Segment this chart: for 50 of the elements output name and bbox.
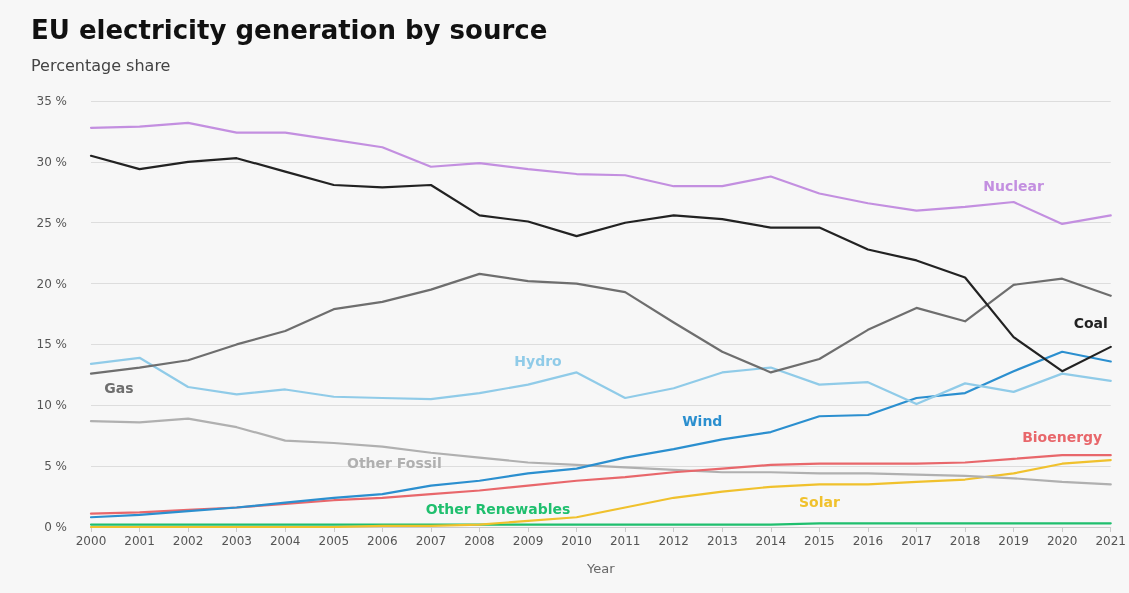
series-label: Wind <box>682 413 723 430</box>
x-tick-label: 2001 <box>124 534 155 548</box>
x-tick-label: 2015 <box>804 534 835 548</box>
series-label: Other Renewables <box>425 500 571 517</box>
line-series <box>89 350 1112 519</box>
chart-title: EU electricity generation by source <box>31 15 548 45</box>
y-tick-label: 30 % <box>36 154 67 169</box>
x-tick-label: 2021 <box>1095 534 1126 548</box>
x-tick-label: 2013 <box>706 534 738 548</box>
series-label: Nuclear <box>983 178 1045 195</box>
x-tick-label: 2018 <box>949 534 981 548</box>
x-tick-label: 2020 <box>1046 534 1078 548</box>
x-tick-label: 2012 <box>658 534 689 548</box>
chart-subtitle: Percentage share <box>31 55 171 75</box>
line-series <box>89 356 1112 406</box>
x-tick-label: 2007 <box>415 534 447 548</box>
line-series <box>89 121 1112 226</box>
line-series <box>89 454 1112 515</box>
x-tick-label: 2002 <box>172 534 204 548</box>
series-label: Gas <box>104 379 134 396</box>
series-label: Hydro <box>514 352 563 369</box>
x-tick-label: 2009 <box>512 534 544 548</box>
x-tick-label: 2011 <box>609 534 641 548</box>
line-series <box>89 154 1112 373</box>
series-label: Bioenergy <box>1022 429 1103 446</box>
x-tick-label: 2014 <box>755 534 787 548</box>
x-tick-label: 2017 <box>901 534 932 548</box>
x-tick-label: 2016 <box>852 534 884 548</box>
y-tick-label: 20 % <box>36 276 67 291</box>
x-tick-label: 2019 <box>998 534 1029 548</box>
y-tick-label: 15 % <box>36 337 67 352</box>
y-tick-label: 35 % <box>36 94 67 108</box>
y-tick-label: 25 % <box>36 215 67 230</box>
line-series <box>89 272 1112 375</box>
series-label: Solar <box>798 494 840 511</box>
series-label: Coal <box>1073 314 1108 331</box>
y-tick-label: 5 % <box>44 459 67 474</box>
x-tick-label: 2000 <box>75 534 107 548</box>
line-series <box>89 417 1112 486</box>
x-tick-label: 2010 <box>561 534 592 548</box>
x-tick-label: 2003 <box>221 534 252 548</box>
x-tick-label: 2004 <box>269 534 301 548</box>
x-axis-title: Year <box>586 561 616 576</box>
line-series <box>89 458 1112 529</box>
x-tick-label: 2006 <box>367 534 398 548</box>
x-tick-label: 2005 <box>318 534 350 548</box>
x-tick-label: 2008 <box>464 534 495 548</box>
series-label: Other Fossil <box>346 454 442 471</box>
y-tick-label: 10 % <box>36 398 67 413</box>
y-tick-label: 0 % <box>44 520 67 534</box>
